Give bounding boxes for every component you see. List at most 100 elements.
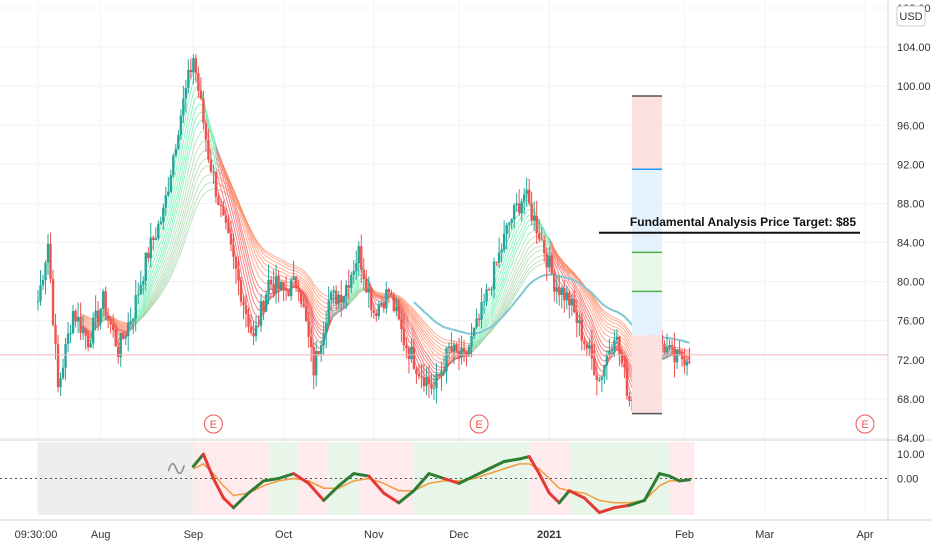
ribbon-segment	[157, 254, 162, 262]
ribbon-segment	[165, 274, 169, 281]
ribbon-segment	[157, 260, 162, 268]
ribbon-segment	[591, 296, 595, 302]
ribbon-segment	[187, 126, 192, 138]
price-tick-label: 80.00	[897, 277, 925, 289]
ribbon-segment	[358, 284, 362, 287]
ribbon-segment	[253, 301, 257, 307]
ribbon-segment	[118, 326, 121, 328]
ribbon-segment	[508, 271, 513, 279]
ribbon-segment	[473, 342, 477, 345]
candle-body	[573, 298, 576, 313]
ribbon-segment	[624, 324, 628, 328]
candle-body	[585, 343, 589, 349]
ribbon-segment	[120, 326, 124, 329]
ribbon-segment	[518, 255, 523, 262]
price-target-label: Fundamental Analysis Price Target: $85	[630, 215, 856, 229]
candle-body	[505, 225, 508, 234]
ribbon-segment	[583, 293, 588, 300]
ribbon-segment	[614, 322, 618, 325]
ribbon-segment	[531, 242, 535, 246]
ribbon-segment	[498, 282, 503, 290]
ribbon-segment	[123, 329, 126, 332]
currency-button[interactable]: USD	[896, 5, 926, 27]
ribbon-segment	[381, 292, 384, 295]
ribbon-segment	[200, 141, 204, 144]
ribbon-segment	[145, 298, 149, 305]
ribbon-segment	[233, 190, 237, 197]
candle-body	[142, 280, 145, 285]
candle-body	[578, 320, 581, 323]
ribbon-segment	[473, 340, 477, 343]
ribbon-segment	[253, 234, 257, 240]
ribbon-segment	[441, 351, 445, 354]
ribbon-segment	[152, 299, 157, 304]
ribbon-segment	[556, 265, 560, 268]
ribbon-segment	[137, 312, 142, 318]
oscillator-fast-segment	[221, 496, 235, 510]
ribbon-segment	[433, 349, 437, 353]
ribbon-segment	[523, 244, 528, 251]
candle-body	[397, 306, 401, 320]
ribbon-segment	[172, 250, 177, 258]
ribbon-segment	[511, 256, 515, 265]
ribbon-segment	[243, 217, 247, 226]
ribbon-segment	[483, 330, 488, 336]
ribbon-segment	[280, 267, 284, 271]
candle-body	[324, 322, 328, 333]
ribbon-segment	[182, 161, 187, 174]
ribbon-segment	[609, 317, 613, 320]
candle-body	[81, 329, 85, 333]
ribbon-segment	[516, 281, 520, 287]
ribbon-segment	[187, 137, 192, 149]
ribbon-segment	[516, 266, 520, 272]
ribbon-segment	[167, 255, 172, 263]
ribbon-segment	[255, 270, 259, 277]
ribbon-segment	[308, 291, 312, 297]
ribbon-segment	[564, 267, 568, 270]
target-zone-green	[631, 252, 663, 292]
ribbon-segment	[591, 300, 595, 307]
ribbon-segment	[150, 269, 154, 277]
ribbon-segment	[556, 260, 560, 263]
ribbon-segment	[511, 290, 515, 297]
ribbon-segment	[232, 202, 237, 212]
ribbon-segment	[506, 258, 510, 267]
ribbon-segment	[558, 258, 563, 262]
ribbon-segment	[162, 257, 167, 266]
ribbon-segment	[536, 250, 540, 253]
ribbon-segment	[403, 303, 407, 307]
ribbon-segment	[523, 216, 528, 223]
ribbon-segment	[588, 296, 593, 302]
ribbon-segment	[275, 258, 279, 262]
ribbon-segment	[568, 274, 573, 279]
ribbon-segment	[478, 338, 482, 341]
candle-body	[199, 90, 203, 99]
ribbon-segment	[606, 322, 610, 325]
ribbon-segment	[240, 211, 244, 217]
ribbon-segment	[523, 261, 528, 268]
oscillator-fast-segment	[191, 452, 205, 468]
ribbon-segment	[217, 153, 222, 160]
ribbon-segment	[308, 294, 312, 300]
ribbon-segment	[619, 325, 623, 329]
ribbon-segment	[315, 319, 320, 325]
ribbon-segment	[180, 239, 184, 248]
ribbon-segment	[601, 316, 605, 321]
ribbon-segment	[260, 250, 264, 255]
ribbon-segment	[418, 347, 422, 354]
candle-body	[460, 348, 463, 358]
ribbon-segment	[629, 353, 633, 358]
candle-body	[104, 291, 107, 317]
ribbon-segment	[187, 198, 192, 208]
ribbon-segment	[601, 348, 605, 352]
ribbon-segment	[591, 307, 595, 315]
candle-body	[490, 289, 493, 291]
ribbon-segment	[508, 264, 513, 272]
ribbon-segment	[165, 250, 169, 258]
ribbon-segment	[120, 324, 124, 326]
ribbon-segment	[85, 321, 89, 325]
ribbon-segment	[398, 296, 402, 300]
ribbon-segment	[405, 316, 410, 324]
ribbon-segment	[180, 211, 184, 223]
